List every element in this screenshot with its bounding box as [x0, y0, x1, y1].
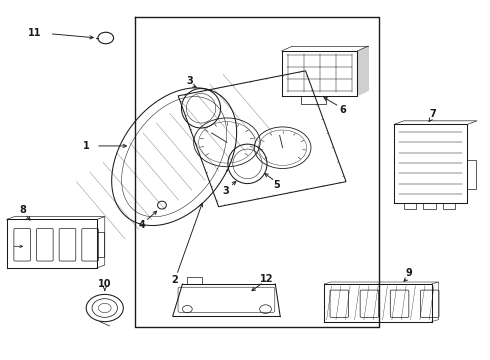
Text: 4: 4: [139, 220, 146, 230]
Text: 7: 7: [430, 109, 437, 119]
Text: 3: 3: [186, 76, 193, 86]
Text: 3: 3: [222, 186, 229, 196]
Text: 8: 8: [19, 206, 26, 216]
Text: 5: 5: [273, 180, 280, 190]
Text: 9: 9: [406, 268, 413, 278]
Text: 2: 2: [171, 275, 177, 285]
Text: 1: 1: [83, 141, 90, 151]
Text: 11: 11: [28, 28, 42, 38]
Text: 12: 12: [260, 274, 274, 284]
Text: 10: 10: [98, 279, 112, 289]
Text: 6: 6: [340, 105, 346, 115]
